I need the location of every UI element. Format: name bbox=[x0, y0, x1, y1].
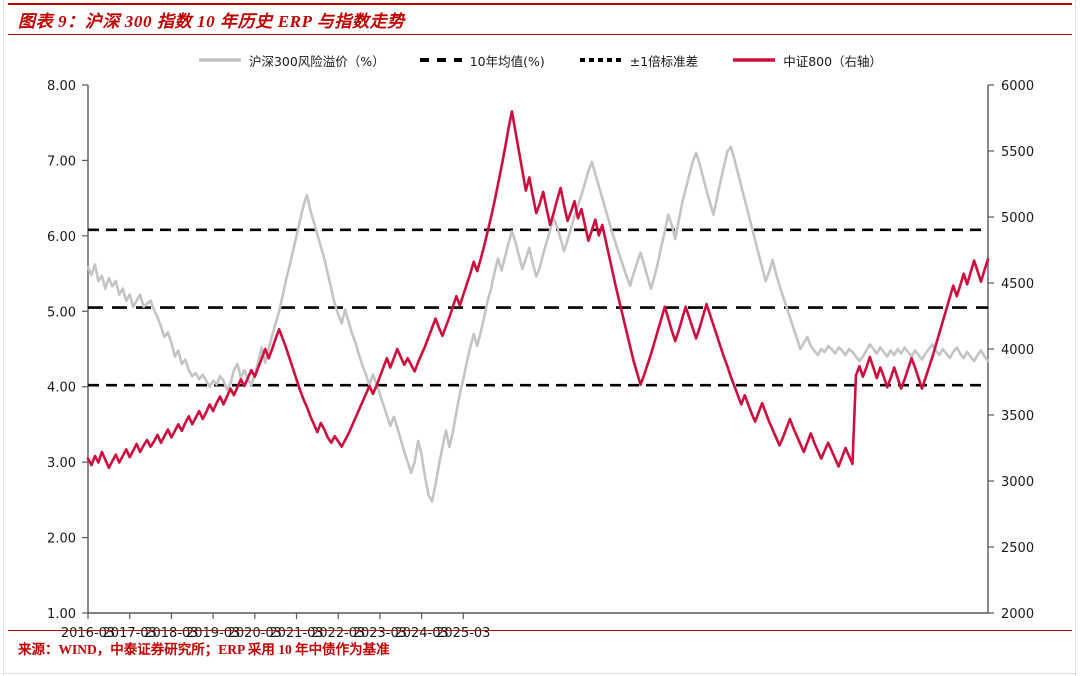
y-right-tick-label: 3000 bbox=[1001, 475, 1034, 490]
x-tick-label: 2021-03 bbox=[269, 626, 323, 637]
series-line-erp bbox=[86, 145, 990, 503]
legend-item[interactable]: ±1倍标准差 bbox=[579, 51, 698, 70]
y-left-tick-label: 6.00 bbox=[47, 230, 76, 245]
y-right-tick-label: 5500 bbox=[1001, 145, 1034, 160]
y-right-tick-label: 2500 bbox=[1001, 541, 1034, 556]
legend-item[interactable]: 10年均值(%) bbox=[419, 51, 545, 70]
figure-title: 图表 9：沪深 300 指数 10 年历史 ERP 与指数走势 bbox=[18, 12, 405, 31]
legend-swatch-solid-icon bbox=[198, 58, 241, 62]
axis-frame bbox=[87, 85, 989, 614]
y-left-tick-label: 1.00 bbox=[47, 607, 76, 622]
legend-item[interactable]: 中证800（右轴） bbox=[732, 51, 882, 70]
x-tick-label: 2016-03 bbox=[61, 626, 115, 637]
chart-legend: 沪深300风险溢价（%） 10年均值(%) ±1倍标准差 中证800（右轴） bbox=[0, 48, 1080, 72]
chart-svg: 1.00 2.00 3.00 4.00 5.00 6.00 7.00 8.00 2000 2500… bbox=[47, 79, 1034, 637]
y-left-tick-label: 4.00 bbox=[47, 381, 76, 396]
legend-item[interactable]: 沪深300风险溢价（%） bbox=[198, 51, 385, 70]
figure-source-note: 来源：WIND，中泰证券研究所；ERP 采用 10 年中债作为基准 bbox=[18, 641, 390, 657]
y-left-tick-label: 3.00 bbox=[47, 456, 76, 471]
page-guide-bottom bbox=[3, 673, 1077, 674]
page-guide-right bbox=[1075, 0, 1077, 676]
y-right-tick-label: 2000 bbox=[1001, 607, 1034, 622]
chart-plot-area: 1.00 2.00 3.00 4.00 5.00 6.00 7.00 8.00 2000 2500… bbox=[0, 72, 1080, 637]
series-line-csi800 bbox=[86, 110, 990, 470]
x-tick-label: 2018-03 bbox=[144, 626, 198, 637]
legend-label: 中证800（右轴） bbox=[783, 53, 883, 69]
x-tick-label: 2024-03 bbox=[394, 626, 448, 637]
legend-label: 10年均值(%) bbox=[469, 53, 545, 69]
legend-swatch-solid-icon bbox=[733, 58, 776, 62]
legend-swatch-dashed-icon bbox=[419, 58, 462, 62]
y-right-tick-label: 4000 bbox=[1001, 343, 1034, 358]
figure-title-bar: 图表 9：沪深 300 指数 10 年历史 ERP 与指数走势 bbox=[8, 3, 1072, 35]
x-tick-label: 2023-03 bbox=[353, 626, 407, 637]
y-right-tick-label: 6000 bbox=[1001, 79, 1034, 94]
y-right-tick-label: 3500 bbox=[1001, 409, 1034, 424]
x-tick-label: 2019-03 bbox=[186, 626, 240, 637]
figure-source-bar: 来源：WIND，中泰证券研究所；ERP 采用 10 年中债作为基准 bbox=[8, 630, 1072, 664]
y-right-tick-label: 4500 bbox=[1001, 277, 1034, 292]
x-tick-label: 2022-03 bbox=[311, 626, 365, 637]
y-left-tick-label: 5.00 bbox=[47, 305, 76, 320]
legend-label: 沪深300风险溢价（%） bbox=[248, 53, 385, 69]
y-left-tick-label: 2.00 bbox=[47, 532, 76, 547]
x-tick-label: 2020-03 bbox=[228, 626, 282, 637]
legend-swatch-dotted-icon bbox=[579, 58, 622, 62]
legend-label: ±1倍标准差 bbox=[629, 53, 699, 69]
x-tick-label: 2025-03 bbox=[436, 626, 490, 637]
y-left-tick-label: 7.00 bbox=[47, 154, 76, 169]
y-left-tick-label: 8.00 bbox=[47, 79, 76, 94]
x-tick-label: 2017-03 bbox=[103, 626, 157, 637]
y-right-tick-label: 5000 bbox=[1001, 211, 1034, 226]
page-guide-left bbox=[3, 0, 5, 676]
